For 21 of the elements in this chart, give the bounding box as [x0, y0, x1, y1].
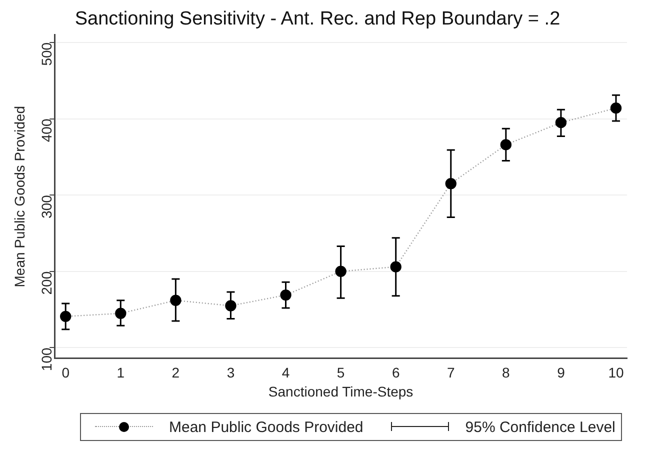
text: 95% Confidence Level — [465, 418, 616, 436]
x-tick-label: 5 — [336, 364, 345, 381]
y-tick-label: 100 — [38, 348, 54, 372]
y-tick-label: 400 — [38, 118, 54, 142]
y-tick-label: 300 — [38, 194, 54, 218]
x-axis-title: Sanctioned Time-Steps — [268, 383, 414, 400]
x-tick-label: 3 — [226, 364, 235, 381]
x-tick-label: 1 — [116, 364, 125, 381]
x-tick-label: 8 — [502, 364, 510, 381]
y-tick-label: 500 — [38, 42, 54, 66]
x-tick-label: 10 — [608, 364, 624, 381]
legend-label: Mean Public Goods Provided — [169, 418, 364, 436]
x-tick-label: 6 — [392, 364, 400, 381]
x-tick-label: 7 — [446, 364, 455, 381]
x-tick-label: 9 — [557, 364, 566, 381]
y-tick-label: 200 — [38, 271, 54, 295]
y-axis-title: Mean Public Goods Provided — [11, 106, 28, 288]
x-tick-label: 0 — [62, 364, 70, 381]
x-tick-label: 4 — [282, 364, 290, 381]
x-tick-label: 2 — [172, 364, 180, 381]
chart-title: Sanctioning Sensitivity - Ant. Rec. and Rep Boundary = .2 — [74, 8, 560, 30]
